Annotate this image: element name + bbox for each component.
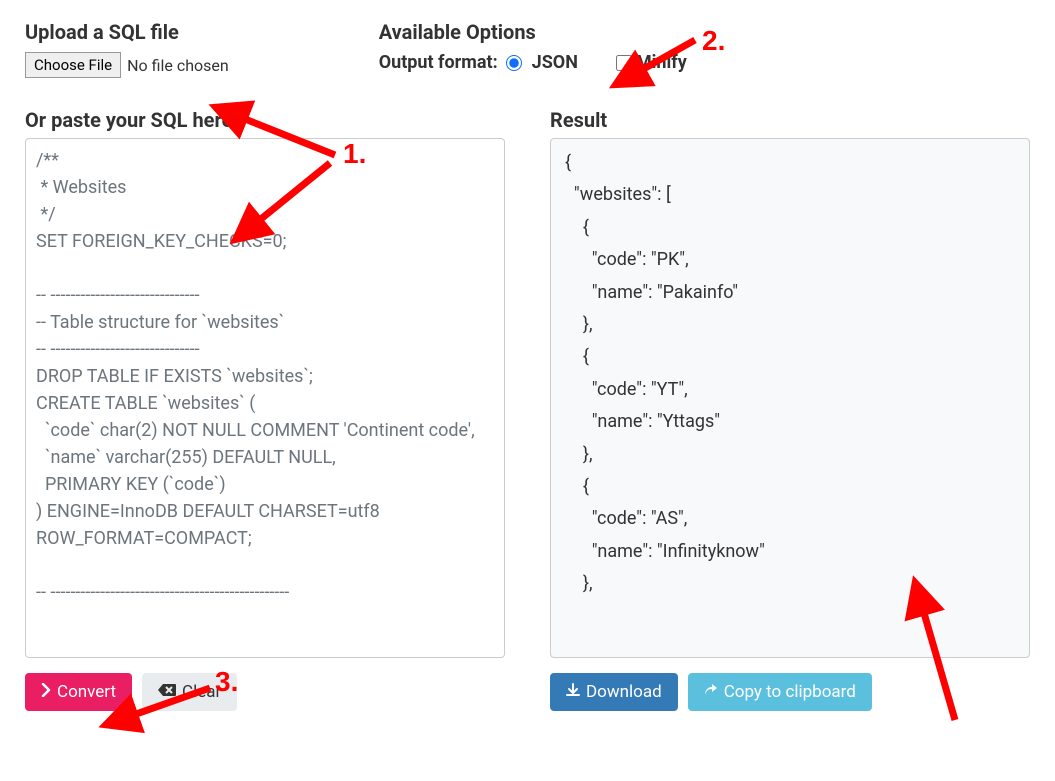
minify-checkbox[interactable] xyxy=(616,55,632,71)
download-icon xyxy=(566,681,580,703)
no-file-label: No file chosen xyxy=(127,56,229,75)
minify-label: Minify xyxy=(636,52,687,73)
options-row: Output format: JSON Minify xyxy=(379,52,687,73)
download-button[interactable]: Download xyxy=(550,673,678,711)
backspace-icon xyxy=(158,681,176,703)
clear-label: Clear xyxy=(182,681,221,703)
copy-button[interactable]: Copy to clipboard xyxy=(688,673,872,711)
convert-label: Convert xyxy=(57,681,116,703)
paste-heading: Or paste your SQL here xyxy=(25,108,505,132)
top-row: Upload a SQL file Choose File No file ch… xyxy=(25,20,1030,78)
chevron-right-icon xyxy=(41,681,51,703)
options-section: Available Options Output format: JSON Mi… xyxy=(379,20,687,78)
convert-button[interactable]: Convert xyxy=(25,673,132,711)
main-row: Or paste your SQL here /** * Websites */… xyxy=(25,108,1030,711)
file-input-row: Choose File No file chosen xyxy=(25,52,229,78)
result-heading: Result xyxy=(550,108,1030,132)
right-column: Result { "websites": [ { "code": "PK", "… xyxy=(550,108,1030,711)
upload-section: Upload a SQL file Choose File No file ch… xyxy=(25,20,229,78)
json-radio[interactable] xyxy=(506,55,522,71)
output-format-label: Output format: xyxy=(379,52,498,73)
left-column: Or paste your SQL here /** * Websites */… xyxy=(25,108,505,711)
left-button-row: Convert Clear xyxy=(25,673,505,711)
right-button-row: Download Copy to clipboard xyxy=(550,673,1030,711)
share-icon xyxy=(704,681,718,703)
download-label: Download xyxy=(586,681,662,703)
result-output[interactable]: { "websites": [ { "code": "PK", "name": … xyxy=(550,138,1030,658)
sql-input-textarea[interactable]: /** * Websites */ SET FOREIGN_KEY_CHECKS… xyxy=(25,138,505,658)
json-label: JSON xyxy=(532,52,578,73)
copy-label: Copy to clipboard xyxy=(724,681,856,703)
clear-button[interactable]: Clear xyxy=(142,673,237,711)
upload-heading: Upload a SQL file xyxy=(25,20,229,44)
choose-file-button[interactable]: Choose File xyxy=(25,52,121,78)
options-heading: Available Options xyxy=(379,20,687,44)
